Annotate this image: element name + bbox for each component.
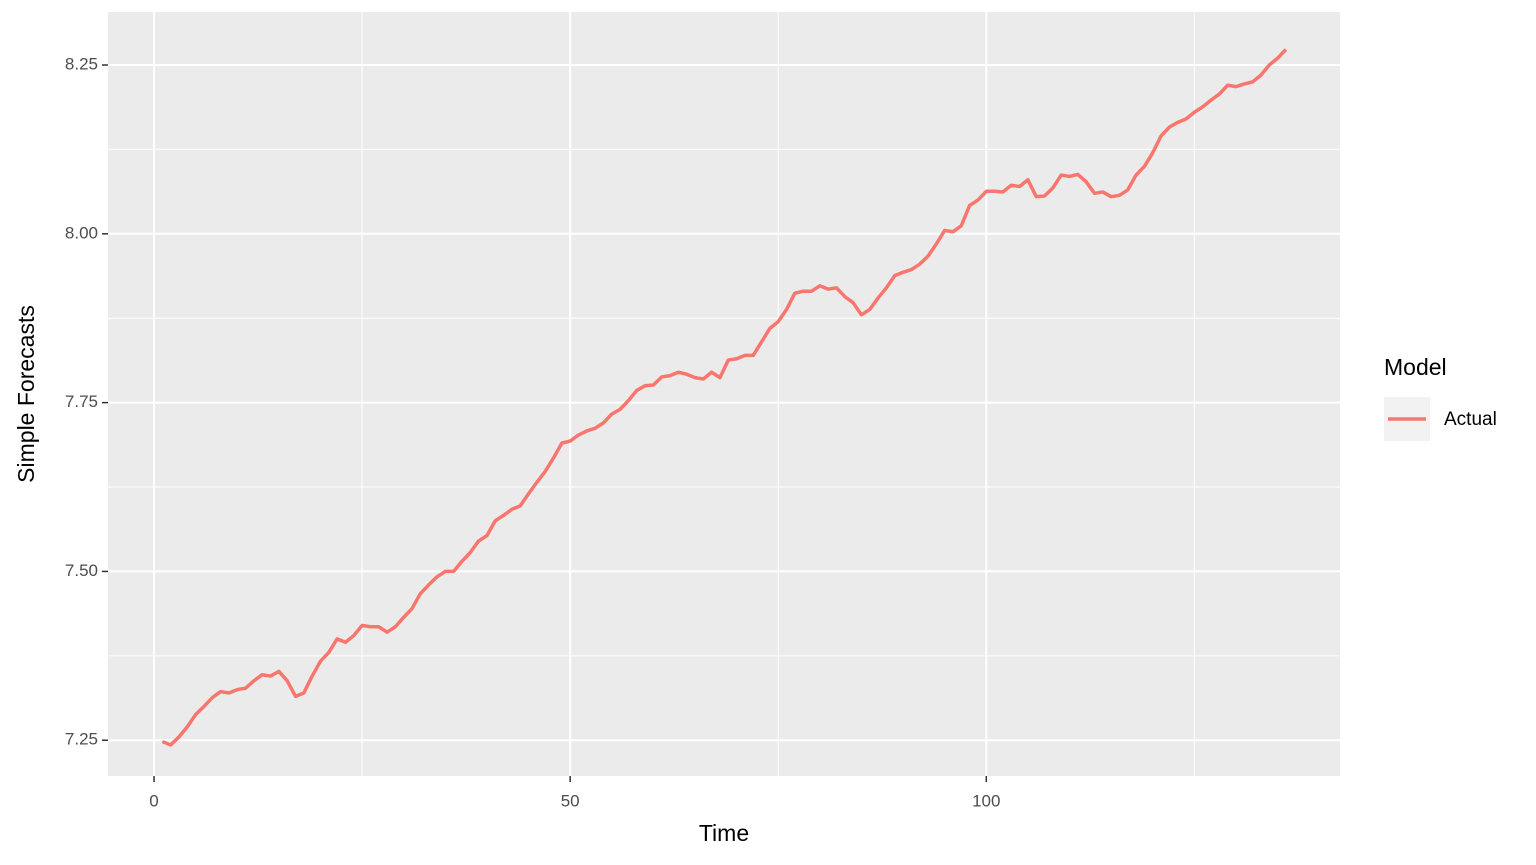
x-axis-title: Time — [699, 820, 749, 846]
y-tick-label: 7.25 — [65, 730, 98, 749]
y-tick-label: 8.25 — [65, 54, 98, 73]
legend: Actual — [1384, 397, 1497, 441]
y-tick-label: 7.50 — [65, 561, 98, 580]
x-tick-label: 50 — [561, 791, 580, 810]
y-tick-label: 7.75 — [65, 392, 98, 411]
line-series — [161, 48, 1288, 747]
y-axis-title: Simple Forecasts — [13, 305, 39, 483]
legend-label: Actual — [1444, 409, 1497, 430]
y-tick-label: 8.00 — [65, 223, 98, 242]
panel — [108, 12, 1340, 776]
legend-title: Model — [1384, 354, 1447, 380]
grid — [108, 12, 1340, 776]
x-tick-label: 100 — [972, 791, 1000, 810]
x-tick-label: 0 — [149, 791, 158, 810]
marks — [161, 48, 1288, 747]
